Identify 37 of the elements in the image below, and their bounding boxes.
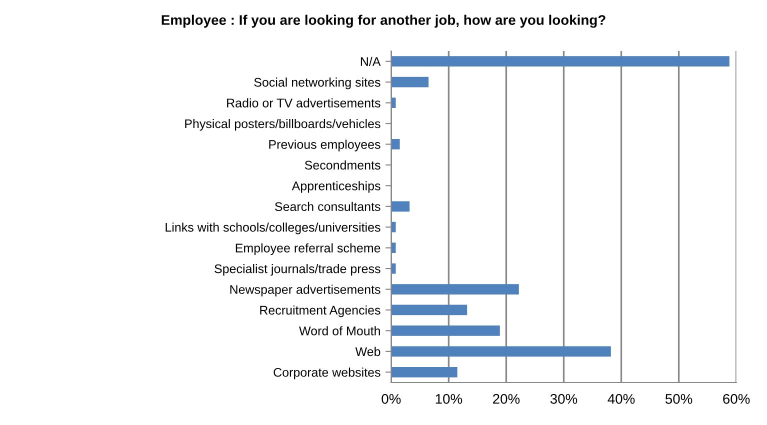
y-tick-label: Physical posters/billboards/vehicles: [185, 118, 380, 131]
x-tick-label: 50%: [665, 394, 692, 404]
y-tick-label: Word of Mouth: [299, 326, 380, 336]
bar: [391, 366, 458, 378]
y-tick-label: Corporate websites: [274, 368, 380, 380]
bar: [391, 139, 400, 150]
y-tick-label: Previous employees: [269, 140, 380, 152]
x-tick-label: 0%: [382, 394, 401, 404]
bar: [391, 304, 468, 316]
bar: [391, 242, 396, 254]
y-tick-label: Newspaper advertisements: [230, 284, 380, 296]
y-tick-label: N/A: [360, 56, 381, 66]
y-tick-label: Employee referral scheme: [236, 243, 380, 255]
bar: [391, 263, 396, 274]
chart-title: Employee : If you are looking for another job, how are you looking?: [162, 14, 606, 28]
y-tick-label: Radio or TV advertisements: [227, 98, 380, 108]
bar: [391, 201, 410, 212]
y-tick-label: Social networking sites: [254, 78, 380, 90]
bar: [391, 346, 611, 357]
y-tick-label: Specialist journals/trade press: [214, 264, 380, 276]
y-tick-label: Apprenticeships: [292, 181, 380, 193]
bar: [391, 222, 396, 232]
y-tick-label: Secondments: [304, 160, 380, 170]
bar: [391, 326, 500, 336]
y-tick-label: Links with schools/colleges/universities: [166, 222, 380, 234]
bar: [391, 284, 519, 294]
x-tick-label: 10%: [436, 394, 462, 404]
bar: [391, 98, 396, 108]
y-tick-label: Search consultants: [275, 202, 380, 212]
x-tick-label: 20%: [493, 394, 520, 404]
x-tick-label: 40%: [608, 394, 635, 404]
x-tick-label: 60%: [723, 394, 750, 404]
x-tick-label: 30%: [550, 394, 578, 404]
y-tick-label: Web: [355, 346, 380, 356]
bar: [391, 76, 429, 88]
bar: [391, 56, 730, 67]
y-tick-label: Recruitment Agencies: [260, 305, 380, 318]
